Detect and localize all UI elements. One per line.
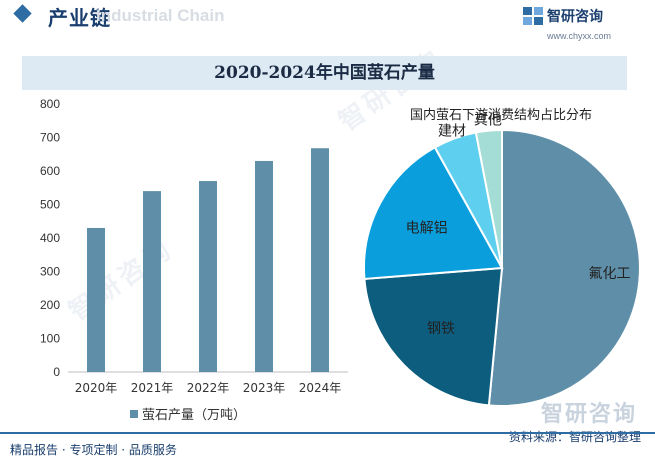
legend-swatch: [130, 410, 138, 418]
header-watermark: Industrial Chain: [96, 6, 225, 25]
legend-label: 萤石产量（万吨）: [142, 408, 246, 423]
footer-tagline: 精品报告 · 专项定制 · 品质服务: [10, 443, 177, 457]
pie-slice-2: [363, 266, 504, 407]
y-tick-label: 800: [40, 97, 60, 111]
bar-2: [143, 191, 161, 372]
y-tick-label: 700: [40, 131, 60, 145]
pie-label: 电解铝: [406, 221, 448, 237]
bar-1: [87, 227, 105, 372]
x-tick-label: 2022年: [187, 381, 230, 395]
pie-label: 其他: [474, 113, 502, 129]
pie-label: 钢铁: [427, 321, 455, 337]
brand-logo: 智研咨询 www.chyxx.com: [521, 4, 641, 41]
bar-4: [255, 160, 273, 372]
section-title: 产业链: [48, 6, 111, 30]
bar-3: [199, 181, 217, 372]
y-tick-label: 100: [40, 332, 60, 346]
x-tick-label: 2024年: [299, 381, 342, 395]
x-tick-label: 2023年: [243, 381, 286, 395]
brand-name: 智研咨询: [547, 9, 603, 25]
bar-5: [311, 148, 329, 372]
y-tick-label: 600: [40, 164, 60, 178]
pie-slice-3: [363, 146, 504, 281]
chart-title: 2020-2024年中国萤石产量: [22, 56, 627, 90]
pie-label: 氟化工: [589, 266, 631, 282]
pie-slice-5: [474, 128, 503, 269]
watermark-brand: 智研咨询: [540, 402, 637, 427]
pie-label: 建材: [438, 124, 466, 140]
x-tick-label: 2020年: [75, 381, 118, 395]
page-footer: 精品报告 · 专项定制 · 品质服务: [0, 432, 655, 463]
y-tick-label: 200: [40, 298, 60, 312]
brand-url: www.chyxx.com: [547, 31, 612, 41]
y-tick-label: 500: [40, 198, 60, 212]
page-header: 产业链 Industrial Chain 智研咨询 www.chyxx.com: [0, 0, 655, 44]
y-tick-label: 300: [40, 265, 60, 279]
pie-title: 国内萤石下游消费结构占比分布: [410, 107, 592, 123]
y-tick-label: 0: [53, 365, 60, 379]
y-tick-label: 400: [40, 231, 60, 245]
x-tick-label: 2021年: [131, 381, 174, 395]
pie-slice-1: [487, 128, 641, 407]
brand-icon: [523, 7, 543, 25]
